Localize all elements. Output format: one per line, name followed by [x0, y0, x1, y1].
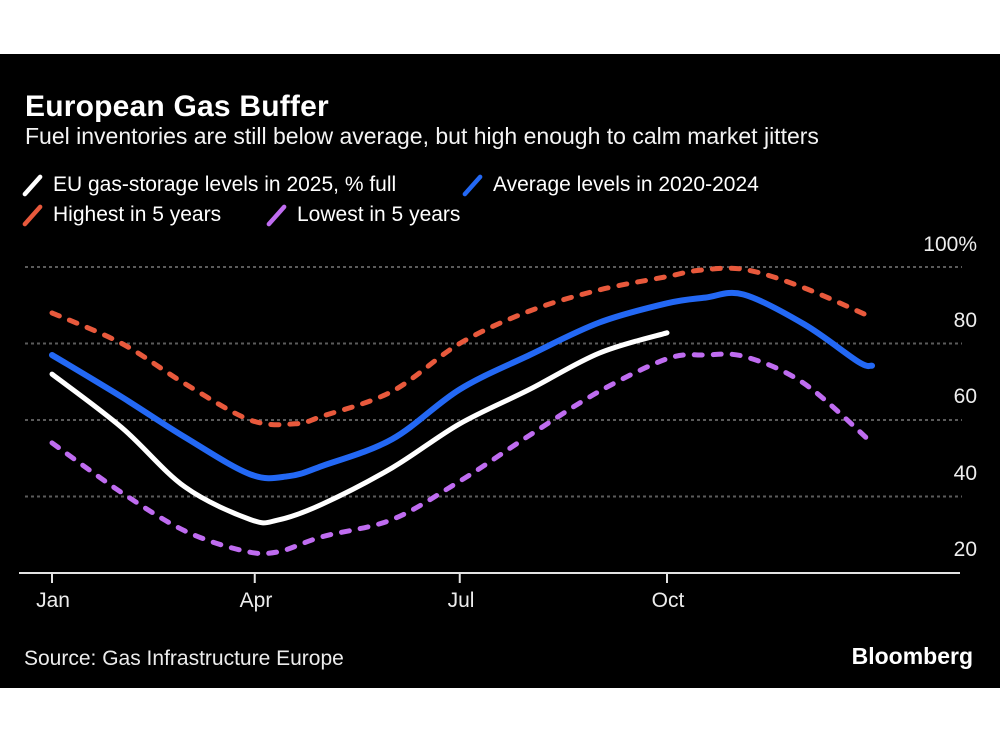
blue-line-swatch-icon	[462, 174, 483, 196]
series-line-highest-5y	[49, 265, 875, 428]
x-tick-label-oct: Oct	[651, 589, 685, 612]
x-tick-label-apr: Apr	[239, 589, 273, 612]
y-tick-label-80: 80	[953, 309, 977, 332]
source-note: Source: Gas Infrastructure Europe	[24, 647, 344, 670]
bloomberg-logo: Bloomberg	[851, 643, 973, 669]
legend-label-lowest: Lowest in 5 years	[297, 203, 461, 226]
series-line-lowest-5y	[49, 351, 875, 557]
series-line-eu-2025	[49, 330, 670, 526]
legend-label-highest: Highest in 5 years	[53, 203, 222, 226]
chart-title: European Gas Buffer	[25, 90, 329, 123]
blue-line-swatch-stroke	[462, 174, 483, 196]
white-line-swatch-stroke	[22, 174, 43, 196]
legend-item-lowest: Lowest in 5 years	[265, 202, 460, 228]
series-line-avg-2020-2024	[49, 289, 875, 482]
legend-label-eu-2025: EU gas-storage levels in 2025, % full	[53, 173, 397, 196]
x-tick-label-jan: Jan	[36, 589, 70, 612]
y-tick-label-40: 40	[953, 462, 977, 485]
y-tick-label-60: 60	[953, 385, 977, 408]
legend-label-average: Average levels in 2020-2024	[493, 173, 759, 196]
x-tick-label-jul: Jul	[447, 589, 475, 612]
legend-item-highest: Highest in 5 years	[21, 202, 221, 228]
legend-item-eu-2025: EU gas-storage levels in 2025, % full	[21, 172, 396, 198]
orange-line-swatch-stroke	[22, 204, 43, 226]
purple-line-swatch-stroke	[266, 204, 287, 226]
chart-subtitle: Fuel inventories are still below average…	[25, 123, 819, 149]
purple-line-swatch-icon	[266, 204, 287, 226]
y-tick-label-20: 20	[953, 538, 977, 561]
y-tick-label-100: 100%	[923, 233, 977, 256]
white-line-swatch-icon	[22, 174, 43, 196]
legend-item-average: Average levels in 2020-2024	[461, 172, 759, 198]
orange-line-swatch-icon	[22, 204, 43, 226]
